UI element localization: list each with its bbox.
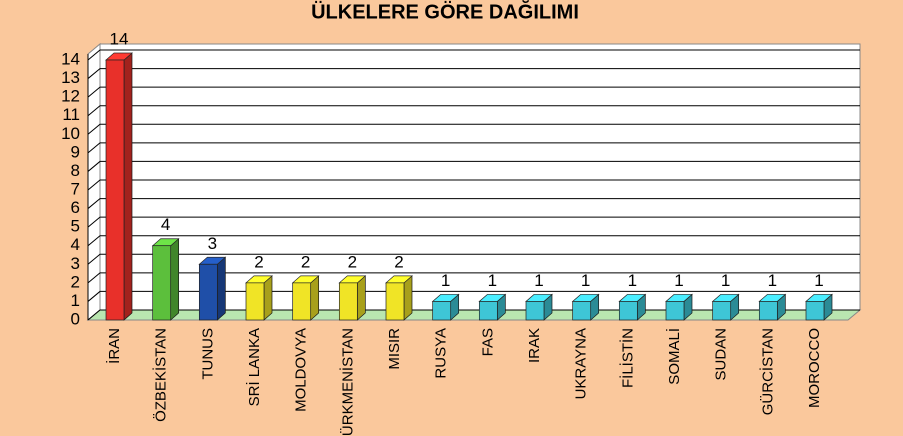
grid-line bbox=[87, 49, 860, 61]
data-label: 1 bbox=[534, 271, 543, 290]
bar bbox=[665, 301, 685, 321]
bar bbox=[152, 245, 172, 321]
data-label: 1 bbox=[441, 271, 450, 290]
y-tick-label: 3 bbox=[71, 254, 80, 273]
bar-side bbox=[403, 275, 413, 321]
x-tick-label: TUNUS bbox=[199, 328, 216, 380]
bar bbox=[478, 301, 498, 321]
x-tick-label: MOROCCO bbox=[806, 328, 823, 408]
y-tick-label: 1 bbox=[71, 291, 80, 310]
x-tick-label: MISIR bbox=[386, 328, 403, 370]
y-tick-label: 7 bbox=[71, 179, 80, 198]
y-tick-label: 6 bbox=[71, 198, 80, 217]
grid-line bbox=[87, 123, 860, 135]
bar bbox=[385, 282, 405, 321]
x-tick-label: FAS bbox=[479, 328, 496, 356]
grid-line bbox=[87, 216, 860, 228]
grid-line bbox=[87, 309, 860, 321]
grid-line bbox=[87, 235, 860, 247]
y-tick-label: 10 bbox=[61, 124, 80, 143]
bar-side bbox=[170, 237, 180, 321]
bar-side bbox=[310, 275, 320, 321]
data-label: 1 bbox=[581, 271, 590, 290]
x-tick-label: RUSYA bbox=[433, 328, 450, 379]
grid-line bbox=[87, 160, 860, 172]
data-label: 1 bbox=[488, 271, 497, 290]
grid-line bbox=[87, 142, 860, 154]
data-label: 1 bbox=[674, 271, 683, 290]
y-tick-label: 13 bbox=[61, 68, 80, 87]
chart-title: ÜLKELERE GÖRE DAĞILIMI bbox=[311, 0, 579, 23]
x-tick-label: MOLDOVYA bbox=[293, 328, 310, 412]
grid-line bbox=[87, 105, 860, 117]
bar bbox=[245, 282, 265, 321]
x-tick-label: ÖZBEKİSTAN bbox=[152, 328, 170, 422]
y-tick-label: 12 bbox=[61, 87, 80, 106]
bar bbox=[525, 301, 545, 321]
data-label: 14 bbox=[110, 29, 129, 48]
data-label: 1 bbox=[768, 271, 777, 290]
data-label: 2 bbox=[394, 252, 403, 271]
bar bbox=[432, 301, 452, 321]
bar bbox=[105, 59, 125, 321]
grid-line bbox=[87, 198, 860, 209]
y-tick-label: 5 bbox=[71, 217, 80, 236]
data-label: 1 bbox=[814, 271, 823, 290]
x-tick-label: İRAN bbox=[105, 328, 123, 364]
bar bbox=[618, 301, 638, 321]
x-tick-label: GÜRCİSTAN bbox=[758, 328, 776, 415]
bar bbox=[805, 301, 825, 321]
grid-line bbox=[87, 179, 860, 191]
bar bbox=[198, 263, 218, 321]
y-tick-label: 9 bbox=[71, 142, 80, 161]
grid-line bbox=[87, 68, 860, 79]
data-label: 3 bbox=[208, 234, 217, 253]
bar bbox=[712, 301, 732, 321]
bar bbox=[758, 301, 778, 321]
data-label: 2 bbox=[254, 252, 263, 271]
x-tick-label: SOMALİ bbox=[665, 328, 683, 385]
y-tick-label: 14 bbox=[61, 49, 80, 68]
data-label: 2 bbox=[348, 252, 357, 271]
x-tick-label: SRİ LANKA bbox=[245, 328, 263, 406]
y-tick-label: 8 bbox=[71, 161, 80, 180]
x-tick-label: IRAK bbox=[526, 328, 543, 363]
bar bbox=[572, 301, 592, 321]
x-tick-label: SUDAN bbox=[713, 328, 730, 381]
bar-side bbox=[123, 52, 133, 321]
y-tick-label: 4 bbox=[71, 235, 80, 254]
y-tick-label: 0 bbox=[71, 309, 80, 328]
data-label: 4 bbox=[161, 215, 170, 234]
x-tick-label: FİLİSTİN bbox=[618, 328, 636, 388]
y-tick-label: 11 bbox=[62, 105, 80, 124]
y-tick-label: 2 bbox=[71, 272, 80, 291]
bar-side bbox=[356, 275, 366, 321]
grid-line bbox=[87, 290, 860, 302]
bar bbox=[292, 282, 312, 321]
bar bbox=[338, 282, 358, 321]
grid-line bbox=[87, 253, 860, 265]
bar-side bbox=[263, 275, 273, 321]
data-label: 1 bbox=[628, 271, 637, 290]
x-labels: İRAN ÖZBEKİSTAN TUNUS SRİ LANKA MOLDOVYA TÜRK… bbox=[105, 328, 823, 436]
data-label: 1 bbox=[721, 271, 730, 290]
bar-side bbox=[216, 256, 226, 321]
grid-line bbox=[87, 272, 860, 284]
grid-line bbox=[87, 86, 860, 98]
x-tick-label: TÜRKMENİSTAN bbox=[338, 328, 356, 436]
data-label: 2 bbox=[301, 252, 310, 271]
x-tick-label: UKRAYNA bbox=[573, 328, 590, 399]
